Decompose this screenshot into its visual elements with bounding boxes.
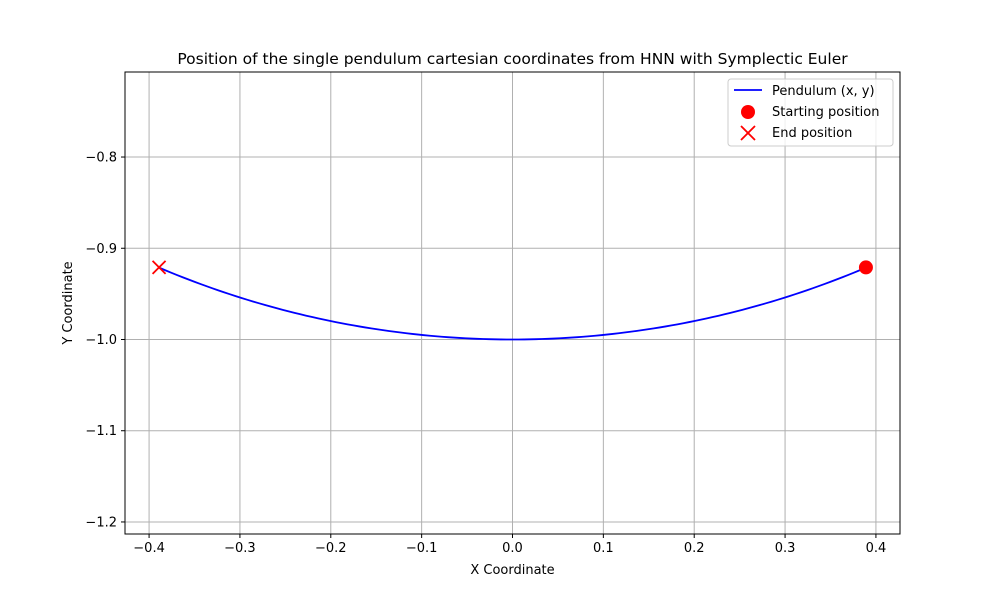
x-tick-label: 0.0 — [502, 541, 523, 556]
end-position-marker — [151, 260, 167, 275]
x-axis-label: X Coordinate — [470, 563, 554, 578]
tick-layer: −0.4 −0.3 −0.2 −0.1 0.0 0.1 0.2 0.3 0.4 −0.8 −0.9 −… — [85, 151, 886, 556]
legend-circle-swatch — [741, 105, 755, 119]
x-tick-label: 0.4 — [866, 541, 887, 556]
pendulum-trajectory-line — [158, 266, 867, 341]
x-tick-label: −0.1 — [406, 541, 438, 556]
y-axis-label: Y Coordinate — [61, 261, 76, 345]
chart-title: Position of the single pendulum cartesia… — [177, 50, 848, 68]
start-position-marker — [858, 260, 873, 275]
legend: Pendulum (x, y) Starting position End po… — [727, 78, 894, 147]
y-tick-label: −1.1 — [85, 424, 117, 439]
x-tick-label: −0.3 — [224, 541, 256, 556]
y-tick-label: −0.9 — [85, 242, 117, 257]
y-tick-label: −0.8 — [85, 151, 117, 166]
x-tick-label: 0.2 — [684, 541, 705, 556]
y-tick-label: −1.0 — [85, 333, 117, 348]
legend-box — [727, 78, 894, 147]
x-tick-label: 0.3 — [775, 541, 796, 556]
end-marker-stroke — [151, 260, 167, 275]
legend-x-swatch — [740, 125, 756, 141]
x-tick-label: −0.2 — [315, 541, 347, 556]
legend-label-pendulum: Pendulum (x, y) — [772, 84, 875, 99]
legend-label-end: End position — [772, 126, 852, 141]
data-layer — [151, 260, 873, 341]
x-tick-label: 0.1 — [593, 541, 614, 556]
y-tick-label: −1.2 — [85, 515, 117, 530]
x-tick-label: −0.4 — [133, 541, 165, 556]
grid-layer — [125, 72, 900, 534]
legend-label-start: Starting position — [772, 105, 880, 120]
